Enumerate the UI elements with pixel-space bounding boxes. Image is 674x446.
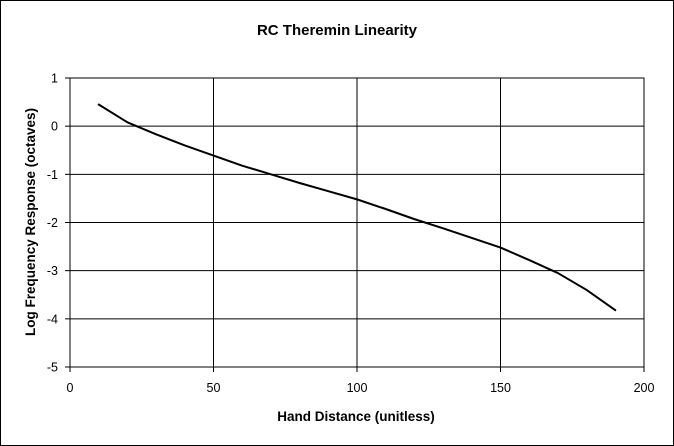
y-tick-label: -4 (47, 312, 58, 326)
x-tick-label: 50 (207, 381, 221, 395)
data-point (184, 144, 186, 147)
data-point (528, 259, 530, 261)
data-point (557, 272, 559, 274)
data-point (356, 198, 358, 200)
data-point (126, 121, 128, 123)
y-tick-label: -2 (47, 216, 58, 230)
y-tick-label: 1 (51, 72, 58, 86)
data-point (327, 190, 329, 192)
y-tick-label: -1 (47, 168, 58, 182)
x-tick-label: 0 (67, 381, 74, 395)
data-point (270, 173, 272, 175)
data-point (241, 165, 243, 167)
data-point (614, 309, 616, 311)
y-tick-label: -3 (47, 264, 58, 278)
x-axis-label: Hand Distance (unitless) (277, 409, 435, 424)
data-point (442, 227, 444, 229)
data-point (385, 208, 387, 210)
data-point (413, 218, 415, 220)
data-point (299, 182, 301, 184)
data-point (212, 154, 215, 157)
x-tick-label: 150 (490, 381, 511, 395)
plot-border (69, 77, 645, 368)
plot-area: 1 0 -1 -2 -3 -4 -5 0 50 100 150 200 (47, 72, 655, 396)
chart-title: RC Theremin Linearity (257, 22, 418, 39)
data-point (155, 133, 157, 135)
y-tick-label: 0 (51, 120, 58, 134)
y-tick-label: -5 (47, 361, 58, 375)
data-point (586, 289, 588, 291)
y-axis-label: Log Frequency Response (octaves) (23, 108, 38, 336)
data-point (499, 246, 502, 249)
data-point (471, 237, 473, 239)
x-tick-label: 100 (347, 381, 368, 395)
data-point (98, 103, 100, 106)
x-tick-label: 200 (634, 381, 655, 395)
